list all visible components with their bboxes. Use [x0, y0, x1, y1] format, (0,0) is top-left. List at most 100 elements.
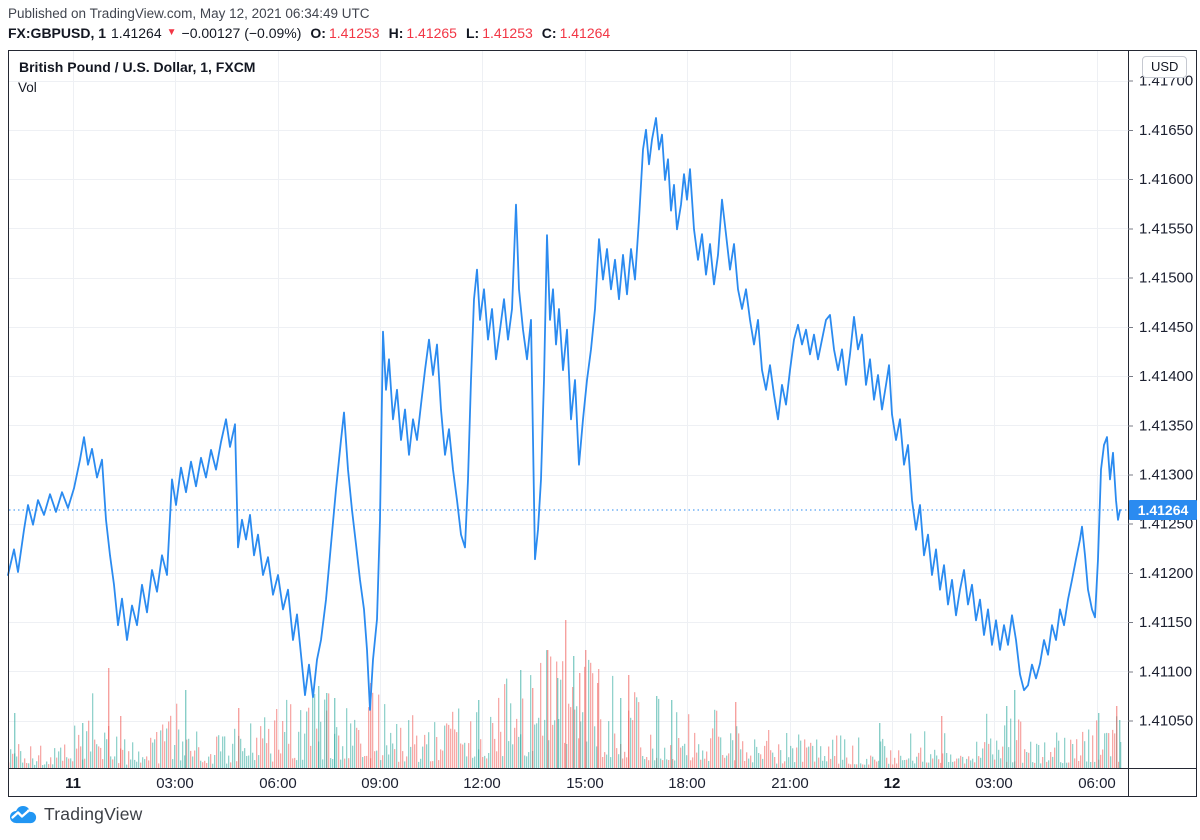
volume-indicator-label[interactable]: Vol	[18, 80, 37, 95]
volume-bar	[1038, 745, 1040, 768]
volume-bar	[30, 746, 32, 768]
volume-bar	[796, 747, 798, 768]
volume-bar	[804, 739, 806, 768]
volume-bar	[704, 758, 706, 768]
volume-bar	[28, 763, 30, 768]
volume-bar	[974, 762, 976, 768]
volume-bar	[272, 761, 274, 768]
volume-bar	[998, 749, 1000, 768]
volume-bar	[722, 755, 724, 768]
volume-bar	[880, 741, 882, 768]
volume-bar	[986, 713, 988, 768]
volume-bar	[648, 760, 650, 768]
volume-bar-spike	[735, 702, 737, 768]
high-label: H:	[388, 25, 404, 41]
volume-bar	[984, 742, 986, 768]
volume-bar	[1026, 752, 1028, 768]
volume-bar	[848, 763, 850, 768]
volume-bar	[142, 757, 144, 768]
volume-bar	[234, 728, 236, 768]
volume-bar	[542, 735, 544, 768]
volume-bar	[706, 751, 708, 768]
brand-text: TradingView	[44, 804, 143, 824]
volume-bar	[720, 737, 722, 768]
volume-bar	[616, 748, 618, 768]
volume-bar	[1046, 761, 1048, 768]
chart-frame	[8, 50, 1197, 797]
volume-bar	[550, 656, 552, 768]
volume-bar	[1016, 740, 1018, 768]
volume-bar	[230, 762, 232, 768]
volume-bar	[760, 754, 762, 768]
volume-bar	[204, 760, 206, 768]
volume-bar	[924, 731, 926, 768]
volume-bar	[144, 759, 146, 768]
volume-bar	[600, 719, 602, 768]
volume-bar	[64, 744, 66, 768]
volume-bar	[58, 751, 60, 768]
time-axis-label: 21:00	[771, 775, 809, 792]
volume-bar	[1102, 749, 1104, 768]
volume-bar	[900, 755, 902, 768]
volume-bar	[268, 728, 270, 768]
volume-bar	[596, 746, 598, 768]
volume-bar	[436, 737, 438, 768]
volume-bar	[1086, 761, 1088, 768]
volume-bar	[1020, 721, 1022, 768]
volume-bar	[132, 742, 134, 768]
volume-bar	[646, 757, 648, 768]
volume-bar	[210, 754, 212, 768]
volume-bar	[612, 675, 614, 768]
volume-bar	[630, 717, 632, 768]
volume-bar	[474, 756, 476, 768]
volume-bar	[48, 764, 50, 768]
volume-bar	[94, 739, 96, 768]
volume-bar	[438, 760, 440, 768]
volume-bar	[446, 723, 448, 768]
volume-bar	[674, 760, 676, 768]
currency-badge[interactable]: USD	[1142, 56, 1188, 78]
volume-bar-spike	[238, 708, 240, 768]
tradingview-logo[interactable]: TradingView	[8, 804, 143, 825]
volume-bar	[658, 698, 660, 768]
volume-bar	[220, 751, 222, 768]
volume-bar-spike	[370, 683, 372, 768]
volume-bar	[802, 761, 804, 768]
volume-bar	[158, 763, 160, 768]
volume-bar	[244, 748, 246, 768]
volume-bar	[346, 708, 348, 768]
volume-bar	[442, 750, 444, 768]
volume-bar	[196, 731, 198, 768]
volume-bar	[808, 746, 810, 768]
volume-bar	[1112, 729, 1114, 768]
volume-bar	[188, 738, 190, 768]
volume-bar	[352, 745, 354, 768]
volume-bar	[898, 750, 900, 768]
volume-bar	[856, 764, 858, 768]
volume-bar	[950, 754, 952, 768]
volume-bar	[282, 721, 284, 768]
volume-bar	[332, 759, 334, 768]
volume-bar	[444, 725, 446, 768]
volume-bar	[20, 751, 22, 768]
volume-bar	[356, 727, 358, 768]
volume-bar	[52, 764, 54, 768]
volume-bar	[1110, 756, 1112, 768]
volume-bar	[222, 736, 224, 768]
volume-bar	[254, 760, 256, 768]
volume-bar	[264, 717, 266, 768]
volume-bar	[738, 733, 740, 768]
volume-bar	[696, 752, 698, 768]
volume-bar	[206, 763, 208, 768]
volume-bar	[580, 721, 582, 768]
volume-bar	[958, 758, 960, 768]
volume-bar	[466, 756, 468, 768]
volume-bar	[988, 743, 990, 768]
low-label: L:	[465, 25, 480, 41]
volume-bar	[1082, 731, 1084, 768]
volume-bar	[168, 721, 170, 768]
volume-bar	[246, 756, 248, 768]
volume-bar	[794, 762, 796, 768]
published-line: Published on TradingView.com, May 12, 20…	[8, 6, 370, 21]
